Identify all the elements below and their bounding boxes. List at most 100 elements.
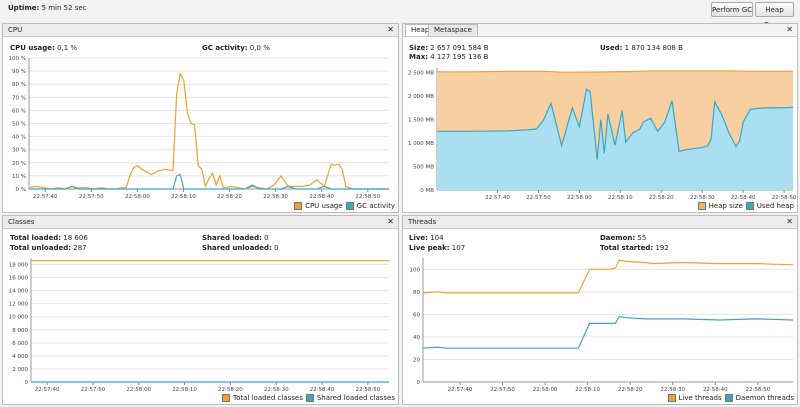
threads-x-tick: 22:58:10 [575, 387, 600, 392]
heap-x-tick: 22:57:40 [485, 195, 510, 200]
cpu-chart: 0 % 10 % 20 % 30 % 40 % 50 % 60 % 70 % 80 % 90 % 1… [9, 56, 389, 200]
cpu-y-tick: 20 % [12, 161, 26, 167]
heap-y-tick: 1 500 MB [408, 118, 434, 124]
threads-panel: Threads ✕ Live: 104 Daemon: 55 Live peak… [402, 215, 798, 405]
classes-x-tick: 22:58:20 [218, 387, 243, 392]
heap-heap-size-line [437, 70, 793, 73]
cpu-panel: CPU ✕ CPU usage: 0,1 % GC activity: 0,0 … [2, 23, 399, 213]
uptime-value: 5 min 52 sec [41, 4, 87, 12]
cpu-x-tick: 22:58:00 [125, 194, 150, 200]
daemon-threads-label: Daemon: [600, 234, 636, 242]
cpu-panel-title: CPU [8, 26, 23, 34]
heap-used-value: 1 870 134 808 B [624, 44, 683, 52]
shared-loaded-stat: Shared loaded: 0 [202, 234, 269, 242]
used-heap-swatch [745, 202, 754, 210]
classes-close-icon[interactable]: ✕ [387, 217, 394, 226]
heap-size-swatch [697, 202, 706, 210]
threads-daemon-threads-line [422, 315, 794, 349]
shared-loaded-value: 0 [264, 234, 269, 242]
threads-close-icon[interactable]: ✕ [786, 217, 793, 226]
cpu-x-tick: 22:57:50 [79, 194, 104, 200]
cpu-y-tick: 90 % [12, 69, 26, 75]
cpu-x-tick: 22:58:40 [309, 194, 334, 200]
total-loaded-swatch [222, 394, 231, 402]
total-unloaded-stat: Total unloaded: 287 [10, 244, 87, 252]
heap-used-heap-area [437, 89, 793, 190]
cpu-usage-stat: CPU usage: 0,1 % [10, 44, 77, 52]
classes-y-tick: 14 000 [9, 289, 29, 295]
heap-close-icon[interactable]: ✕ [786, 25, 793, 34]
heap-max-value: 4 127 195 136 B [430, 53, 489, 61]
total-loaded-label: Total loaded: [10, 234, 62, 242]
heap-x-tick: 22:58:40 [731, 195, 756, 200]
threads-y-tick: 80 [413, 290, 420, 296]
cpu-x-tick: 22:58:20 [217, 194, 242, 200]
classes-x-tick: 22:58:00 [126, 387, 151, 392]
threads-live-threads-line [422, 259, 794, 294]
live-threads-value: 104 [430, 234, 444, 242]
heap-panel-header: Heap Metaspace ✕ [403, 24, 797, 37]
threads-y-tick: 60 [413, 312, 420, 318]
classes-x-tick: 22:58:50 [356, 387, 381, 392]
live-peak-label: Live peak: [409, 244, 450, 252]
cpu-legend-usage: CPU usage [305, 202, 343, 210]
cpu-usage-value: 0,1 % [57, 44, 78, 52]
heap-legend: Heap size Used heap [697, 202, 794, 210]
heap-dump-button[interactable]: Heap Dump [755, 2, 794, 29]
uptime-label: Uptime: [8, 4, 40, 12]
heap-x-tick: 22:58:30 [690, 195, 715, 200]
heap-legend-size: Heap size [708, 202, 743, 210]
threads-panel-title: Threads [408, 218, 437, 226]
tab-metaspace[interactable]: Metaspace [428, 24, 478, 36]
classes-y-tick: 2 000 [12, 367, 28, 373]
gc-activity-value: 0,0 % [249, 44, 270, 52]
cpu-y-tick: 80 % [12, 82, 26, 88]
gc-activity-stat: GC activity: 0,0 % [202, 44, 270, 52]
classes-chart: 0 2 000 4 000 6 000 8 000 10 000 12 000 14 000 1… [9, 258, 389, 392]
perform-gc-button[interactable]: Perform GC [711, 2, 753, 17]
classes-x-tick: 22:57:40 [35, 387, 60, 392]
classes-legend-shared: Shared loaded classes [316, 394, 395, 402]
total-started-label: Total started: [600, 244, 654, 252]
cpu-legend: CPU usage GC activity [294, 202, 395, 210]
cpu-y-tick: 0 % [16, 187, 26, 193]
classes-y-tick: 0 [25, 380, 29, 386]
classes-legend-total: Total loaded classes [233, 394, 303, 402]
heap-used-heap-line [437, 88, 794, 160]
threads-legend-daemon: Daemon threads [735, 394, 794, 402]
live-peak-stat: Live peak: 107 [409, 244, 465, 252]
cpu-y-tick: 50 % [12, 122, 26, 128]
toolbar: Uptime: 5 min 52 sec Perform GC Heap Dum… [0, 0, 800, 29]
heap-max-stat: Max: 4 127 195 136 B [409, 53, 489, 61]
threads-legend-live: Live threads [678, 394, 722, 402]
classes-y-tick: 10 000 [9, 315, 29, 321]
cpu-y-tick: 40 % [12, 135, 26, 141]
heap-y-tick: 500 MB [413, 165, 434, 171]
shared-unloaded-stat: Shared unloaded: 0 [202, 244, 279, 252]
threads-x-tick: 22:57:40 [448, 387, 473, 392]
heap-x-tick: 22:58:50 [772, 195, 797, 200]
threads-legend: Live threads Daemon threads [667, 394, 794, 402]
threads-x-tick: 22:58:30 [660, 387, 685, 392]
classes-y-tick: 12 000 [9, 302, 29, 308]
total-unloaded-value: 287 [73, 244, 87, 252]
total-loaded-value: 18 606 [63, 234, 88, 242]
heap-x-tick: 22:58:10 [608, 195, 633, 200]
heap-used-stat: Used: 1 870 134 808 B [600, 44, 683, 52]
classes-panel-header: Classes ✕ [3, 216, 398, 229]
uptime-text: Uptime: 5 min 52 sec [8, 4, 87, 12]
threads-x-tick: 22:57:50 [490, 387, 515, 392]
threads-chart: 0 20 40 60 80 100 22:57:40 22:57:50 22:58:00 22:5… [410, 258, 794, 392]
total-started-stat: Total started: 192 [600, 244, 669, 252]
heap-size-value: 2 657 091 584 B [430, 44, 489, 52]
threads-panel-header: Threads ✕ [403, 216, 797, 229]
shared-unloaded-value: 0 [274, 244, 279, 252]
daemon-threads-swatch [724, 394, 733, 402]
heap-x-tick: 22:58:20 [649, 195, 674, 200]
cpu-close-icon[interactable]: ✕ [387, 25, 394, 34]
threads-y-tick: 100 [410, 267, 421, 273]
classes-x-tick: 22:58:40 [310, 387, 335, 392]
classes-panel: Classes ✕ Total loaded: 18 606 Shared lo… [2, 215, 399, 405]
total-unloaded-label: Total unloaded: [10, 244, 72, 252]
total-started-value: 192 [655, 244, 669, 252]
